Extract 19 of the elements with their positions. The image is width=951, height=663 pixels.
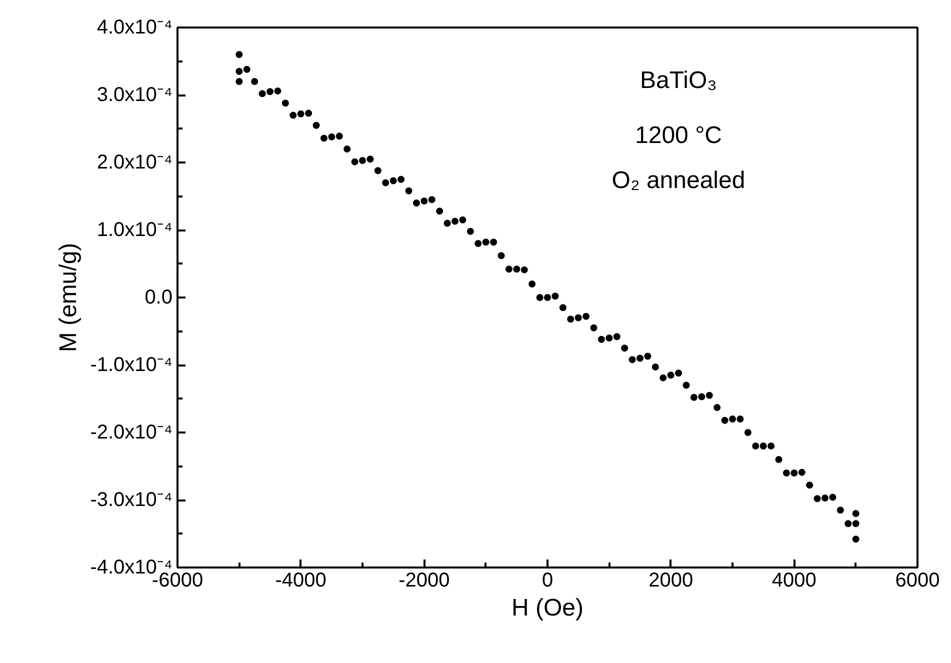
- y-tick-label: 4.0x10⁻⁴: [96, 16, 173, 38]
- y-tick-label: -2.0x10⁻⁴: [90, 422, 173, 444]
- y-tick-label: 3.0x10⁻⁴: [96, 84, 173, 106]
- y-axis-title: M (emu/g): [55, 242, 82, 352]
- y-tick-label: -3.0x10⁻⁴: [90, 489, 173, 511]
- annotation: BaTiO₃: [640, 67, 717, 94]
- y-tick-label: 0.0: [144, 286, 173, 308]
- x-tick-label: 2000: [648, 570, 694, 592]
- y-tick-label: 2.0x10⁻⁴: [96, 152, 173, 174]
- x-tick-label: 0: [542, 570, 554, 592]
- annotation: 1200 °C: [635, 122, 722, 149]
- annotation: O₂ annealed: [612, 167, 746, 194]
- x-tick-label: 4000: [772, 570, 816, 592]
- x-tick-label: -4000: [275, 570, 326, 592]
- x-tick-label: -2000: [398, 570, 450, 592]
- x-tick-label: 6000: [895, 570, 940, 592]
- y-tick-label: 1.0x10⁻⁴: [96, 219, 173, 241]
- y-tick-label: -1.0x10⁻⁴: [90, 354, 173, 376]
- x-axis-title: H (Oe): [512, 594, 584, 622]
